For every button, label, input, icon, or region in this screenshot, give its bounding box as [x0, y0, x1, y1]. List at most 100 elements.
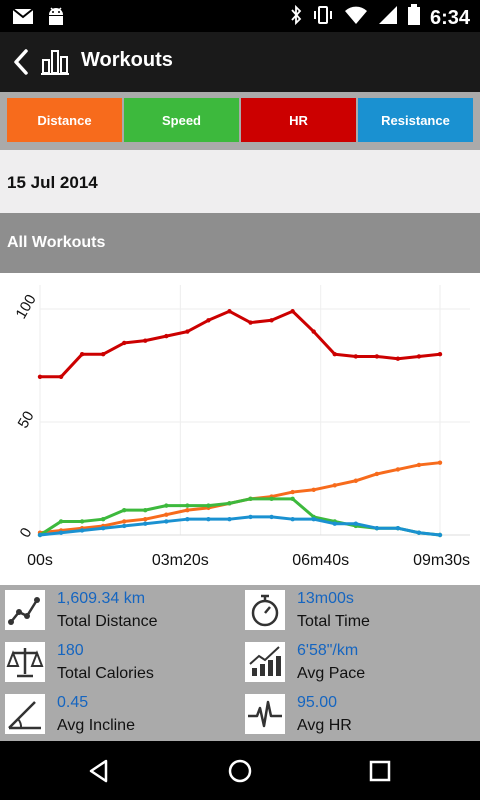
- stat-value: 0.45: [57, 694, 89, 711]
- data-point: [416, 462, 422, 468]
- data-point: [290, 309, 295, 314]
- status-bar: 6:34: [0, 0, 480, 32]
- stat-total-distance: 1,609.34 km Total Distance: [0, 585, 240, 637]
- workout-chart: 0 50 100 00s 03m20s 06m40s 09m30s: [0, 273, 480, 585]
- data-point: [374, 471, 380, 477]
- data-point: [227, 309, 232, 314]
- data-point: [185, 329, 190, 334]
- data-point: [332, 483, 337, 488]
- section-title: All Workouts: [7, 234, 106, 251]
- vibrate-icon: [312, 4, 334, 31]
- data-point: [206, 318, 211, 323]
- data-point: [227, 501, 232, 506]
- data-point: [164, 519, 169, 524]
- data-point: [437, 352, 443, 357]
- data-point: [395, 356, 401, 361]
- stat-value: 1,609.34 km: [57, 590, 146, 607]
- stat-label: Avg Incline: [57, 717, 135, 734]
- data-point: [143, 507, 148, 513]
- series-line: [40, 309, 441, 379]
- stat-total-calories: 180 Total Calories: [0, 637, 240, 689]
- data-point: [290, 516, 295, 522]
- data-point: [122, 519, 127, 524]
- data-point: [79, 528, 85, 533]
- stat-label: Avg HR: [297, 717, 352, 734]
- section-header: All Workouts: [0, 213, 480, 273]
- workout-date: 15 Jul 2014: [7, 173, 98, 192]
- stat-value: 6'58"/km: [297, 642, 359, 659]
- rising-bars-icon: [245, 642, 285, 682]
- data-point: [143, 521, 148, 526]
- stat-value: 95.00: [297, 694, 338, 711]
- data-point: [269, 514, 274, 520]
- y-tick-label: 50: [15, 408, 38, 431]
- data-point: [58, 519, 64, 524]
- recents-square-icon[interactable]: [367, 758, 393, 784]
- data-point: [37, 532, 43, 538]
- data-point: [164, 333, 169, 339]
- stat-avg-pace: 6'58"/km Avg Pace: [240, 637, 480, 689]
- series-line: [39, 515, 441, 537]
- incline-icon: [5, 694, 45, 734]
- bluetooth-icon: [290, 4, 302, 31]
- home-circle-icon[interactable]: [227, 758, 253, 784]
- battery-icon: [407, 4, 420, 31]
- data-point: [206, 503, 211, 508]
- data-point: [122, 340, 127, 346]
- clock: 6:34: [429, 6, 470, 29]
- data-point: [206, 516, 211, 522]
- data-point: [164, 512, 169, 517]
- tab-speed[interactable]: Speed: [124, 98, 239, 142]
- data-point: [395, 526, 401, 531]
- stat-label: Total Calories: [57, 665, 154, 682]
- stat-value: 13m00s: [297, 590, 354, 607]
- data-point: [37, 374, 43, 379]
- data-point: [353, 478, 358, 483]
- stats-grid: 1,609.34 km Total Distance 13m00s Total …: [0, 585, 480, 741]
- data-point: [58, 374, 64, 379]
- nav-bar: [0, 741, 480, 800]
- data-point: [185, 503, 190, 508]
- x-tick-label: 09m30s: [413, 552, 470, 569]
- series-line: [39, 461, 441, 535]
- data-point: [143, 338, 148, 343]
- data-point: [248, 514, 253, 520]
- tab-hr[interactable]: HR: [241, 98, 356, 142]
- gmail-icon: [12, 6, 34, 31]
- tab-resistance[interactable]: Resistance: [358, 98, 473, 142]
- back-triangle-icon[interactable]: [86, 758, 112, 784]
- data-point: [100, 516, 106, 522]
- data-point: [332, 521, 337, 526]
- data-point: [227, 516, 232, 522]
- data-point: [185, 507, 190, 513]
- data-point: [353, 521, 358, 526]
- metric-tabs: Distance Speed HR Resistance: [0, 92, 480, 150]
- data-point: [311, 516, 316, 522]
- tab-distance[interactable]: Distance: [7, 98, 122, 142]
- scale-icon: [5, 642, 45, 682]
- data-point: [395, 467, 401, 472]
- x-tick-label: 06m40s: [292, 552, 349, 569]
- y-tick-label: 100: [12, 292, 39, 322]
- stat-label: Total Distance: [57, 613, 158, 630]
- data-point: [374, 354, 380, 359]
- stat-avg-hr: 95.00 Avg HR: [240, 689, 480, 741]
- data-point: [311, 487, 316, 492]
- stat-label: Total Time: [297, 613, 370, 630]
- chevron-left-icon[interactable]: [10, 48, 32, 76]
- x-tick-label: 00s: [27, 552, 53, 569]
- stat-avg-incline: 0.45 Avg Incline: [0, 689, 240, 741]
- wifi-icon: [344, 4, 368, 31]
- signal-icon: [378, 4, 398, 31]
- stat-total-time: 13m00s Total Time: [240, 585, 480, 637]
- data-point: [416, 354, 422, 359]
- data-point: [100, 352, 106, 357]
- distance-graph-icon: [5, 590, 45, 630]
- data-point: [374, 526, 380, 531]
- line-chart: 0 50 100 00s 03m20s 06m40s 09m30s: [12, 285, 470, 569]
- data-point: [248, 496, 253, 502]
- data-point: [248, 320, 253, 325]
- data-point: [290, 496, 295, 502]
- data-point: [164, 503, 169, 508]
- android-icon: [46, 5, 66, 32]
